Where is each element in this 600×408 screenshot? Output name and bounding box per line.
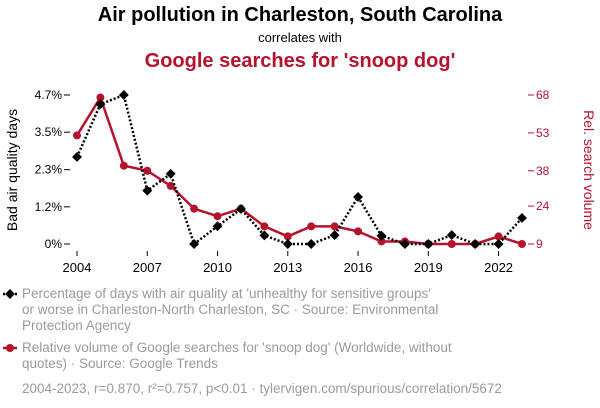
point-air-2017 (376, 230, 387, 241)
point-air-2020 (446, 230, 457, 241)
x-tick-label: 2010 (203, 260, 232, 275)
point-air-2004 (72, 152, 82, 162)
point-google-2017 (377, 237, 386, 246)
point-google-2007 (143, 166, 152, 175)
point-google-2020 (447, 240, 456, 248)
x-tick-label: 2004 (63, 260, 92, 275)
point-air-2007 (142, 185, 153, 196)
legend-text-google-2: quotes) · Source: Google Trends (22, 356, 218, 371)
point-air-2015 (329, 230, 340, 241)
chart-subtitle: correlates with (258, 30, 342, 45)
legend-marker-google (6, 344, 14, 352)
footer: 2004-2023, r=0.870, r²=0.757, p<0.01 · t… (22, 381, 502, 396)
y-right-tick-label: 38 (536, 164, 550, 178)
point-air-2022 (493, 239, 504, 249)
y-left-label: Bad air quality days (4, 109, 20, 231)
y-right-tick-label: 68 (536, 88, 550, 102)
point-google-2015 (330, 222, 339, 231)
point-google-2009 (190, 204, 199, 213)
point-air-2018 (399, 239, 410, 249)
series-air-pollution (72, 90, 527, 249)
point-google-2012 (260, 222, 269, 231)
point-google-2004 (73, 131, 81, 140)
legend-marker-air (5, 289, 15, 299)
y-right-tick-label: 53 (536, 126, 550, 140)
y-right-label: Rel. search volume (581, 110, 597, 230)
legend: Percentage of days with air quality at '… (3, 286, 452, 371)
point-air-2011 (235, 204, 246, 215)
point-google-2014 (307, 222, 316, 231)
point-air-2006 (118, 90, 129, 100)
point-air-2012 (259, 230, 270, 241)
point-google-2023 (518, 240, 526, 248)
x-tick-label: 2016 (344, 260, 373, 275)
point-google-2008 (166, 181, 175, 190)
point-air-2013 (282, 239, 293, 249)
chart-title: Air pollution in Charleston, South Carol… (98, 4, 503, 26)
point-air-2023 (517, 212, 527, 223)
x-tick-label: 2019 (414, 260, 443, 275)
y-right-tick-label: 9 (536, 237, 543, 251)
point-google-2010 (213, 212, 222, 221)
legend-text-air-1: Percentage of days with air quality at '… (22, 286, 431, 301)
point-air-2014 (306, 239, 317, 249)
point-air-2021 (470, 239, 481, 249)
legend-text-google-1: Relative volume of Google searches for '… (22, 340, 452, 355)
y-right-tick-label: 24 (536, 199, 550, 213)
point-google-2016 (354, 227, 363, 236)
point-air-2005 (95, 99, 106, 110)
y-left-tick-label: 0% (45, 237, 63, 251)
series-google-searches (73, 93, 526, 248)
x-tick-label: 2013 (273, 260, 302, 275)
y-left-tick-label: 3.5% (35, 125, 63, 139)
point-air-2010 (212, 221, 223, 232)
point-air-2016 (353, 192, 364, 202)
y-left-tick-label: 2.3% (35, 163, 63, 177)
point-google-2005 (96, 93, 105, 102)
y-left-tick-label: 4.7% (35, 88, 63, 102)
point-google-2006 (119, 161, 128, 170)
legend-text-air-2: or worse in Charleston-North Charleston,… (22, 302, 438, 317)
point-google-2022 (494, 232, 503, 241)
y-left-ticks: 0% 1.2% 2.3% 3.5% 4.7% (35, 88, 70, 251)
legend-text-air-3: Protection Agency (22, 318, 131, 333)
x-ticks: 2004 2007 2010 2013 2016 2019 2022 (63, 251, 513, 275)
point-air-2008 (165, 168, 176, 179)
y-right-ticks: 9 24 38 53 68 (528, 88, 550, 251)
y-left-tick-label: 1.2% (35, 200, 63, 214)
point-google-2013 (283, 232, 292, 241)
x-tick-label: 2007 (133, 260, 162, 275)
point-air-2009 (189, 239, 200, 249)
chart-title2: Google searches for 'snoop dog' (145, 50, 456, 72)
x-tick-label: 2022 (484, 260, 513, 275)
point-air-2019 (423, 239, 434, 249)
